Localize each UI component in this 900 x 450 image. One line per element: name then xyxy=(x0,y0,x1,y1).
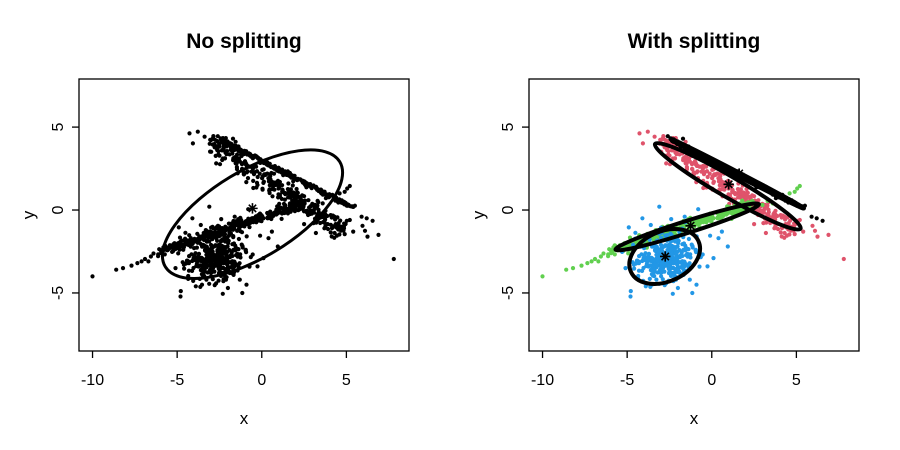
y-axis-label-right: y xyxy=(469,210,488,219)
overall-cluster-ellipse xyxy=(160,148,345,280)
overall-cluster-center-marker xyxy=(247,203,258,214)
axes-panel-1: -10 -5 0 5 -5 0 5 xyxy=(500,78,860,389)
y-tick-label: 5 xyxy=(500,123,517,132)
cluster-points-blob xyxy=(620,204,730,299)
x-tick-label: -5 xyxy=(620,372,634,389)
x-tick-label: 0 xyxy=(257,372,266,389)
x-tick-label: 0 xyxy=(707,372,716,389)
cluster-ellipse-upper-band xyxy=(652,141,803,232)
y-tick-label: 0 xyxy=(500,205,517,214)
cluster-ellipse-lower-band xyxy=(613,201,761,253)
cluster-center-marker-lower-band xyxy=(685,220,696,231)
x-tick-label: -10 xyxy=(531,372,554,389)
y-tick-label: 5 xyxy=(50,123,67,132)
points-all-black-blob xyxy=(170,204,280,299)
y-tick-label: -5 xyxy=(50,286,67,300)
panel-title-right: With splitting xyxy=(628,30,761,53)
generated-plot-content: -10 -5 0 5 -5 0 5 -10 -5 0 5 -5 0 5 xyxy=(50,78,860,389)
axes-panel-0: -10 -5 0 5 -5 0 5 xyxy=(50,78,410,389)
cluster-center-marker-line xyxy=(733,168,745,179)
y-tick-label: -5 xyxy=(500,286,517,300)
plot-box xyxy=(78,78,410,352)
x-axis-label-left: x xyxy=(240,409,249,428)
y-axis-label-left: y xyxy=(19,210,38,219)
x-axis-label-right: x xyxy=(690,409,699,428)
cluster-center-marker-blob xyxy=(660,251,671,262)
x-tick-label: -10 xyxy=(81,372,104,389)
x-tick-label: -5 xyxy=(170,372,184,389)
plot-box xyxy=(528,78,860,352)
y-tick-label: 0 xyxy=(50,205,67,214)
panel-title-left: No splitting xyxy=(186,30,301,53)
x-tick-label: 5 xyxy=(792,372,801,389)
cluster-center-marker-upper-band xyxy=(723,179,734,190)
x-tick-label: 5 xyxy=(342,372,351,389)
